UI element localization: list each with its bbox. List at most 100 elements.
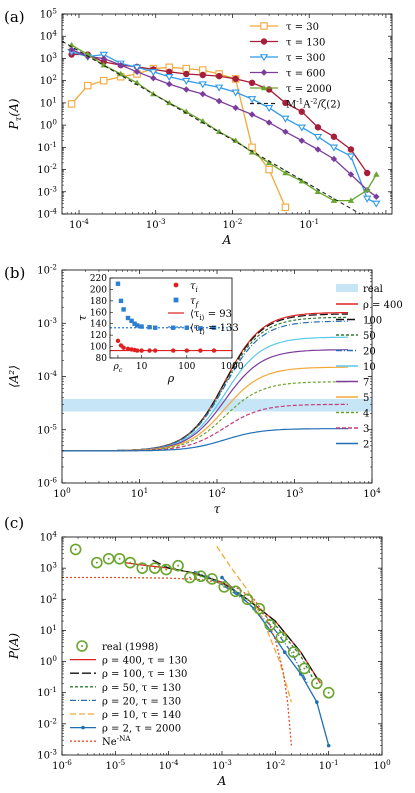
- data-point: [215, 72, 223, 80]
- x-tick-label: 100: [53, 486, 71, 500]
- y-axis-label: ⟨A²⟩: [7, 365, 21, 388]
- data-point: [265, 159, 273, 166]
- real-data-point-center: [258, 607, 261, 610]
- data-point: [199, 90, 206, 98]
- x-tick-label: 10-6: [52, 758, 72, 772]
- y-tick-label: 10-2: [37, 716, 57, 730]
- x-tick-label: 102: [208, 486, 225, 500]
- real-data-point-center: [153, 567, 156, 570]
- inset-y-tick-label: 200: [90, 285, 107, 295]
- real-data-point-center: [177, 564, 180, 567]
- legend-marker: [81, 725, 85, 730]
- y-tick-label: 104: [40, 530, 58, 544]
- legend-entry: ρ = 100, τ = 130: [102, 669, 187, 680]
- panel-b: (b)100 101 102 103 10410-610-510-410-310-2τ⟨…: [4, 263, 403, 517]
- data-point: [281, 115, 290, 123]
- inset-legend: τi τf⟨τi⟩ = 93⟨τf⟩ = 133: [168, 281, 239, 336]
- legend-entry: τ = 600: [286, 69, 325, 80]
- legend-marker: [81, 645, 83, 647]
- y-tick-label: 10-4: [37, 369, 57, 383]
- real-data-point: [264, 619, 276, 631]
- series-line: [71, 44, 377, 202]
- legend-entry: M-1A-2/ζ(2): [286, 97, 341, 111]
- real-data-point: [322, 686, 335, 699]
- data-point: [373, 171, 380, 177]
- tau-f-point: [147, 324, 152, 330]
- tau-i-point: [125, 346, 131, 352]
- legend-entry: 20: [363, 347, 376, 358]
- tau-f-point: [121, 307, 126, 312]
- series-line: [62, 428, 349, 452]
- legend-entry: 50: [363, 331, 376, 342]
- legend-marker: [76, 640, 88, 652]
- data-point: [166, 99, 173, 106]
- x-tick-label: 10-4: [69, 217, 89, 231]
- data-point: [326, 743, 331, 748]
- data-point: [68, 46, 75, 53]
- legend: real ρ = 400 100 50 20 10 7 5 4 3 2: [336, 284, 403, 451]
- legend-entry: τ = 2000: [286, 84, 332, 95]
- real-data-point-center: [74, 548, 77, 551]
- real-data-point-center: [292, 651, 295, 654]
- data-point: [149, 69, 158, 77]
- tau-f-point: [118, 298, 124, 304]
- tau-i-point: [139, 348, 144, 353]
- y-tick-label: 10-4: [37, 207, 57, 221]
- tau-f-point: [139, 324, 144, 329]
- y-tick-label: 103: [40, 51, 58, 65]
- tau-f-point: [125, 315, 131, 321]
- tau-f-point: [135, 323, 140, 328]
- data-point: [183, 70, 190, 78]
- inset-y-tick-label: 120: [90, 331, 107, 341]
- data-point: [100, 55, 107, 62]
- real-data-point: [241, 593, 254, 606]
- real-data-point: [206, 573, 218, 585]
- real-data-point-center: [129, 561, 132, 564]
- x-axis-label: τ: [214, 502, 221, 516]
- real-data-point: [91, 556, 103, 569]
- series-line: [62, 40, 362, 214]
- real-data-point-center: [280, 636, 283, 639]
- data-point: [372, 200, 381, 208]
- x-tick-label: 10-3: [212, 758, 232, 772]
- y-tick-label: 101: [40, 95, 57, 109]
- legend-entry: ρ = 2, τ = 2000: [102, 724, 181, 735]
- x-tick-label: 10-2: [223, 217, 243, 231]
- x-tick-label: 10-1: [299, 217, 319, 231]
- legend: τ = 30 τ = 130 τ = 300 τ = 600 τ = 2000 M-1A-…: [250, 22, 341, 111]
- real-data-point-center: [95, 561, 98, 564]
- tau-i-point: [170, 348, 176, 353]
- data-point: [220, 575, 224, 580]
- tau-i-point: [135, 348, 140, 353]
- panel-c: (c) 10-6 10-5 10-4 10-3 10-2 10-1 100 10-3 10-2 10…: [4, 514, 391, 788]
- data-point: [329, 144, 339, 152]
- inset-x-tick-label: 100: [178, 362, 195, 372]
- data-point: [373, 193, 380, 200]
- y-tick-label: 101: [40, 623, 57, 637]
- inset-x-tick-label: 10: [136, 362, 148, 372]
- real-data-point: [275, 631, 288, 644]
- data-point: [347, 171, 355, 178]
- real-data-point: [298, 662, 311, 675]
- real-data-point: [136, 562, 149, 574]
- data-point: [248, 79, 256, 87]
- tau-i-point: [147, 348, 152, 353]
- legend-swatch: [336, 284, 358, 292]
- real-data-point: [149, 562, 161, 574]
- data-point: [282, 650, 287, 654]
- x-tick-label: 10-5: [105, 758, 125, 772]
- plot-frame: [109, 277, 233, 359]
- panel-label: (b): [4, 264, 25, 282]
- tau-i-point: [198, 348, 203, 353]
- y-axis-label: Pτ(A): [7, 98, 24, 130]
- y-tick-label: 100: [40, 654, 58, 668]
- tau-i-point: [211, 348, 217, 353]
- real-data-point-center: [107, 557, 110, 560]
- real-data-point: [102, 552, 115, 565]
- data-point: [298, 108, 305, 115]
- data-point: [182, 77, 191, 85]
- data-point: [315, 700, 319, 704]
- data-point: [99, 76, 108, 85]
- data-point: [232, 75, 239, 83]
- x-tick-label: 101: [131, 486, 148, 500]
